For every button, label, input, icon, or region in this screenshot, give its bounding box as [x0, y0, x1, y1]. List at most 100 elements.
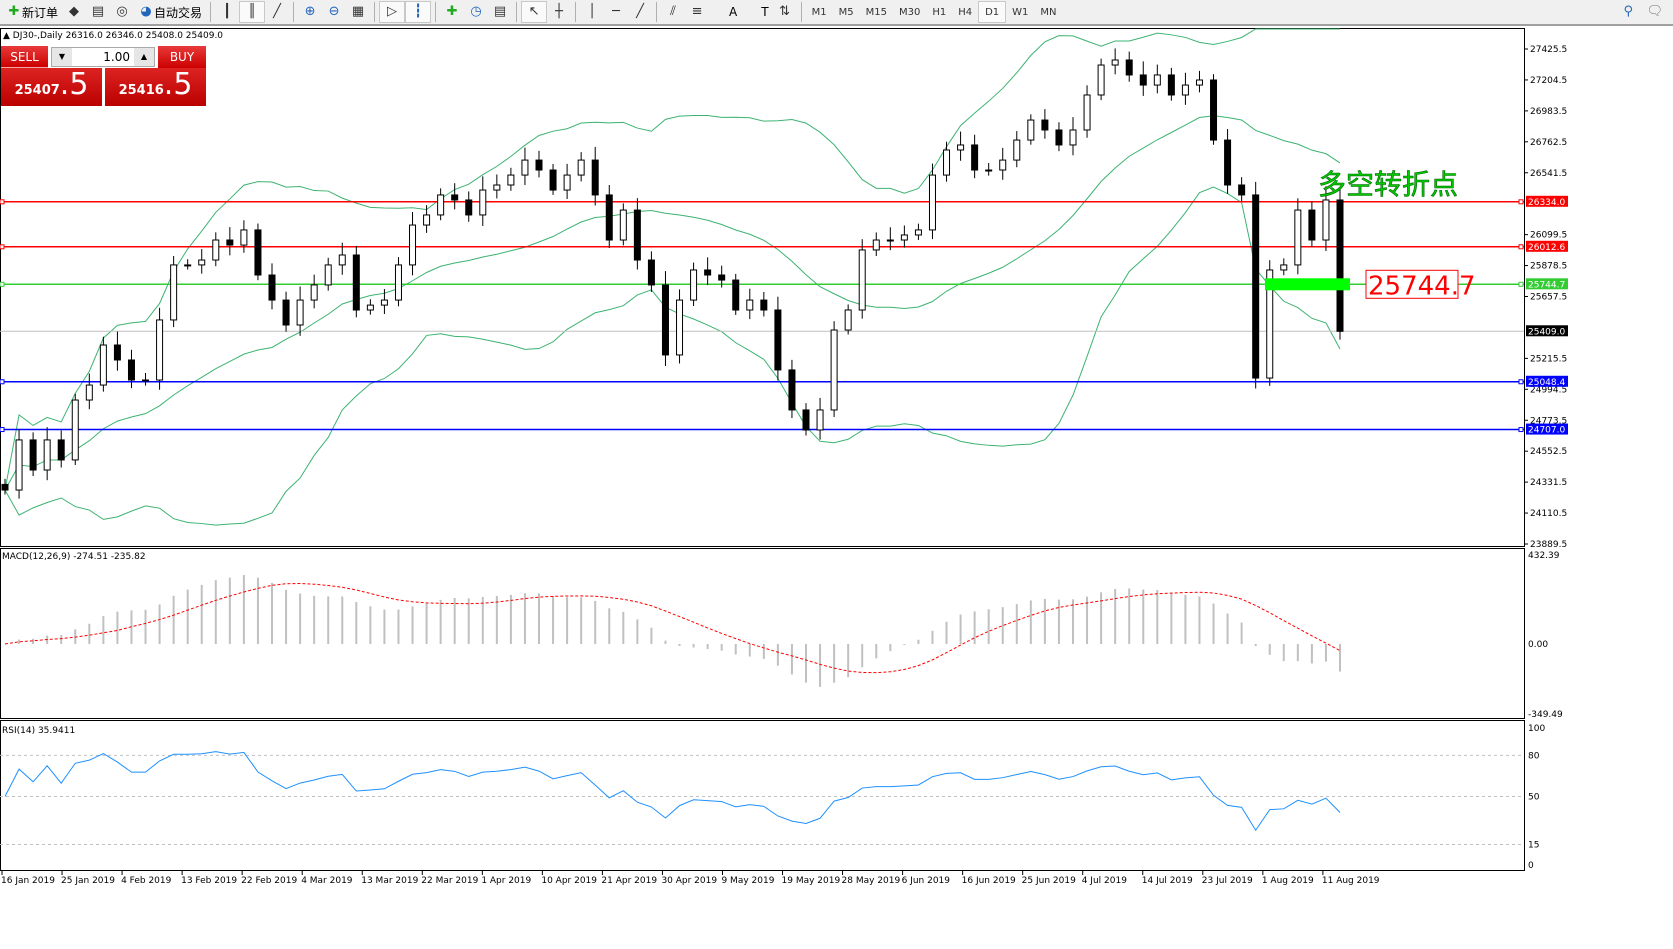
- timeframe-m5[interactable]: M5: [838, 6, 854, 18]
- search-icon[interactable]: ⚲: [1623, 4, 1633, 19]
- text-label-icon: [745, 4, 761, 20]
- time-axis-label: 25 Jan 2019: [61, 876, 115, 886]
- bearish-candle: [254, 229, 262, 276]
- bullish-candle: [99, 344, 107, 386]
- autoscroll-button[interactable]: ┇: [405, 1, 432, 23]
- auto-trading-button[interactable]: ◕ 自动交易: [134, 1, 206, 23]
- bullish-candle: [676, 299, 684, 356]
- toolbar-separator: [293, 2, 295, 22]
- zoom-out-button[interactable]: ⊖: [322, 1, 346, 23]
- zoom-in-button[interactable]: ⊕: [298, 1, 322, 23]
- time-axis-label: 1 Apr 2019: [481, 876, 531, 886]
- time-axis-label: 13 Feb 2019: [181, 876, 237, 886]
- buy-price-button[interactable]: 25416.5: [105, 68, 206, 106]
- sell-price-button[interactable]: 25407.5: [1, 68, 102, 106]
- signals-button[interactable]: ◎: [110, 1, 134, 23]
- chart-shift-button[interactable]: ▷: [379, 1, 406, 23]
- bullish-candle: [85, 384, 93, 401]
- price-axis-label: 24331.5: [1530, 478, 1567, 488]
- periods-button[interactable]: ◷: [464, 1, 488, 23]
- bearish-candle: [451, 194, 459, 201]
- navigator-icon: ▤: [91, 4, 105, 19]
- new-order-button[interactable]: ✚ 新订单: [2, 1, 62, 23]
- timeframe-w1[interactable]: W1: [1012, 6, 1029, 18]
- price-axis-label: 26099.5: [1530, 231, 1567, 241]
- time-axis-label: 13 Mar 2019: [361, 876, 418, 886]
- price-line-label: 26334.0: [1528, 198, 1565, 208]
- bearish-candle: [591, 159, 599, 196]
- bearish-candle: [29, 439, 37, 471]
- crosshair-icon: ┼: [555, 4, 563, 19]
- indicators-button[interactable]: ✚: [440, 1, 464, 23]
- macd-label: MACD(12,26,9) -274.51 -235.82: [2, 552, 146, 562]
- bearish-candle: [732, 279, 740, 311]
- chart-window[interactable]: 27425.5 27204.5 26983.5 26762.5 26541.5 26099…: [0, 28, 1673, 898]
- lot-size-input[interactable]: [72, 48, 134, 66]
- navigator-button[interactable]: ▤: [86, 1, 110, 23]
- bullish-candle: [380, 299, 388, 306]
- trendline-button[interactable]: ╱: [628, 1, 652, 23]
- buy-button[interactable]: BUY: [158, 46, 206, 68]
- time-axis-label: 22 Feb 2019: [241, 876, 297, 886]
- toolbar-label: 新订单: [22, 5, 59, 20]
- line-handle: [1518, 427, 1524, 433]
- timeframe-mn[interactable]: MN: [1040, 6, 1057, 18]
- price-line-label: 26012.6: [1528, 243, 1565, 253]
- line-handle: [1518, 281, 1524, 287]
- toolbar-label: T: [761, 5, 769, 19]
- zoom-out-icon: ⊖: [328, 4, 340, 19]
- bullish-candle: [746, 299, 754, 311]
- fibonacci-button[interactable]: ≡: [685, 1, 709, 23]
- text-label-button[interactable]: T: [741, 1, 772, 23]
- bullish-candle: [943, 149, 951, 176]
- equidistant-channel-icon: ⫽: [670, 4, 676, 19]
- horizontal-line-button[interactable]: ─: [604, 1, 628, 23]
- text-button[interactable]: A: [709, 1, 741, 23]
- bullish-candle: [985, 169, 993, 172]
- line-handle: [0, 427, 5, 433]
- line-chart-button[interactable]: ╱: [265, 1, 289, 23]
- toolbar-separator: [575, 2, 577, 22]
- tile-windows-button[interactable]: ▦: [346, 1, 370, 23]
- time-axis-label: 16 Jun 2019: [962, 876, 1016, 886]
- bullish-candle: [198, 259, 206, 266]
- crosshair-button[interactable]: ┼: [547, 1, 571, 23]
- cursor-button[interactable]: ↖: [521, 1, 548, 23]
- bearish-candle: [704, 269, 712, 276]
- market-watch-button[interactable]: ◆: [62, 1, 86, 23]
- timeframe-d1[interactable]: D1: [978, 1, 1007, 23]
- timeframe-m15[interactable]: M15: [865, 6, 887, 18]
- bullish-candle: [366, 304, 374, 311]
- bullish-candle: [15, 439, 23, 491]
- bar-chart-icon: ┃: [223, 4, 231, 19]
- bearish-candle: [127, 359, 135, 381]
- increase-lot-button[interactable]: ▲: [134, 48, 154, 66]
- timeframe-m30[interactable]: M30: [898, 6, 921, 18]
- chat-icon[interactable]: 🗨: [1646, 4, 1663, 19]
- bullish-candle: [212, 239, 220, 261]
- candlestick-button[interactable]: ║: [239, 1, 266, 23]
- arrows-button[interactable]: ⇅: [773, 1, 797, 23]
- bearish-candle: [1224, 139, 1232, 186]
- sell-button[interactable]: SELL: [1, 46, 48, 68]
- price-axis-label: 25215.5: [1530, 354, 1567, 364]
- bollinger-middle: [4, 115, 1341, 491]
- vertical-line-button[interactable]: │: [580, 1, 604, 23]
- equidistant-channel-button[interactable]: ⫽: [661, 1, 685, 23]
- level-label: 25744.7: [1368, 271, 1476, 301]
- line-handle: [1518, 244, 1524, 250]
- toolbar-separator: [435, 2, 437, 22]
- time-axis-label: 4 Mar 2019: [301, 876, 353, 886]
- time-axis-label: 28 May 2019: [842, 876, 901, 886]
- decrease-lot-button[interactable]: ▼: [52, 48, 72, 66]
- timeframe-h1[interactable]: H1: [932, 6, 947, 18]
- price-axis-label: 25878.5: [1530, 262, 1567, 272]
- sell-price-fraction: .5: [59, 67, 89, 102]
- templates-button[interactable]: ▤: [488, 1, 512, 23]
- lot-size-stepper[interactable]: ▼ ▲: [51, 47, 155, 67]
- line-chart-icon: ╱: [273, 4, 281, 19]
- timeframe-h4[interactable]: H4: [958, 6, 973, 18]
- price-axis-label: 24773.5: [1530, 416, 1567, 426]
- timeframe-m1[interactable]: M1: [811, 6, 827, 18]
- bar-chart-button[interactable]: ┃: [215, 1, 239, 23]
